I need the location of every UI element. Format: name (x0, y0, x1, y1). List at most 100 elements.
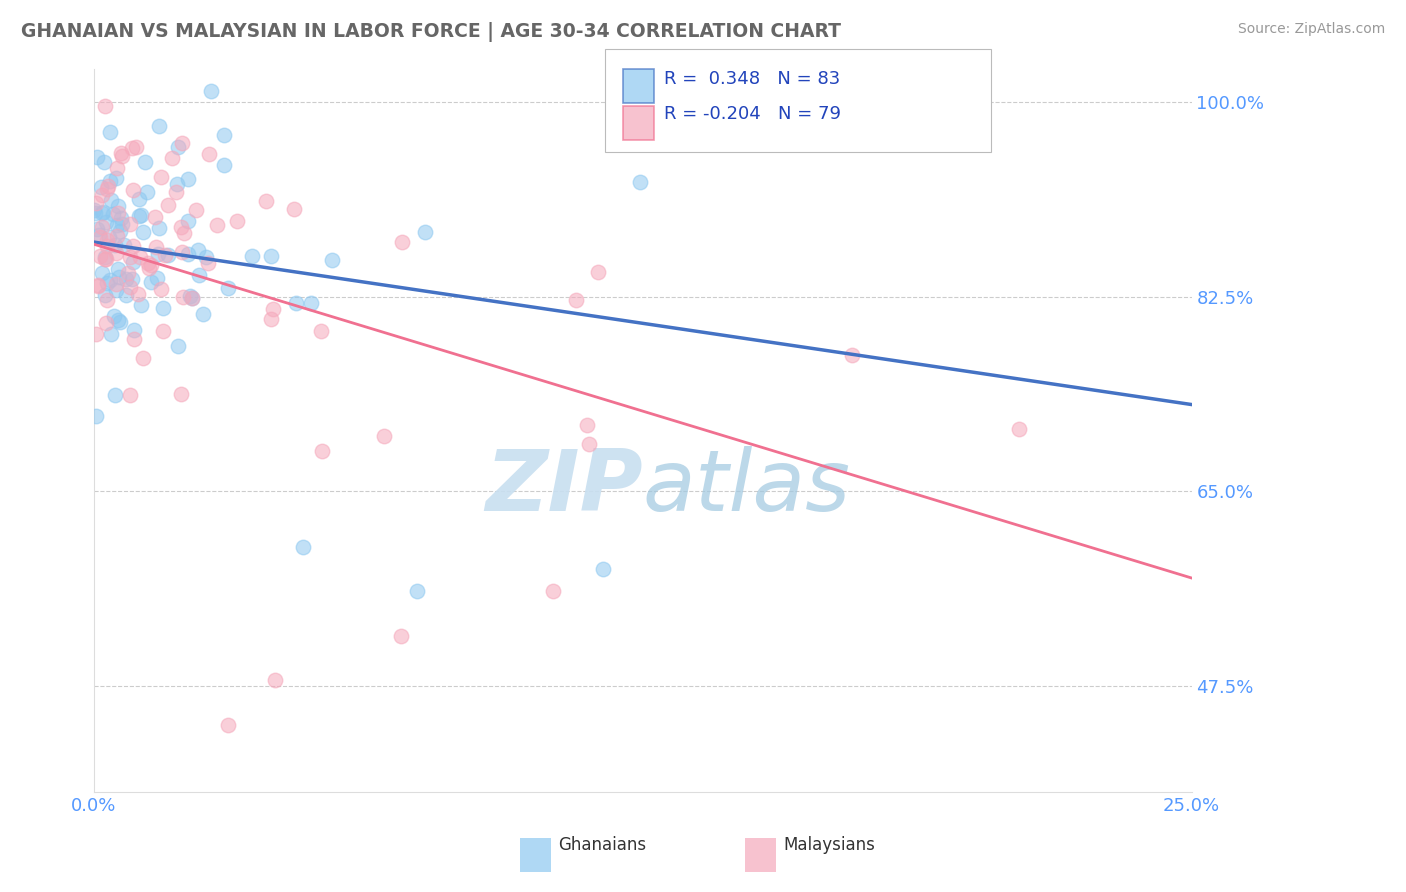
Point (91, 219, 114, 234)
Point (110, 146, 132, 161)
Point (541, 584, 564, 599)
Point (108, 224, 131, 238)
Point (100, 326, 122, 341)
Point (91, 206, 114, 220)
Point (262, 301, 284, 316)
Text: Ghanaians: Ghanaians (558, 836, 647, 854)
Point (96, 233, 118, 247)
Point (128, 192, 150, 206)
Point (145, 240, 167, 254)
Point (122, 332, 145, 346)
Point (111, 149, 134, 163)
Point (117, 266, 139, 280)
Point (406, 584, 429, 599)
Point (172, 290, 194, 304)
Text: Source: ZipAtlas.com: Source: ZipAtlas.com (1237, 22, 1385, 37)
Point (125, 140, 148, 154)
Point (165, 186, 187, 200)
Point (841, 348, 863, 362)
Point (671, 84, 693, 98)
Point (90, 179, 112, 194)
Point (309, 324, 332, 338)
Point (86, 195, 108, 210)
Point (148, 120, 170, 134)
Point (170, 245, 193, 260)
Point (105, 170, 128, 185)
Point (94, 99, 117, 113)
Point (150, 169, 173, 184)
Point (217, 718, 239, 732)
Point (191, 307, 214, 321)
Point (146, 247, 169, 261)
Point (94, 288, 117, 302)
Point (110, 211, 132, 226)
Point (112, 238, 135, 252)
Point (260, 312, 283, 326)
Point (389, 629, 412, 643)
Point (136, 256, 159, 270)
Point (179, 289, 201, 303)
Point (107, 313, 129, 327)
Point (105, 229, 128, 244)
Point (187, 243, 209, 257)
Point (107, 269, 129, 284)
Point (94, 215, 117, 229)
Point (170, 220, 193, 235)
Point (592, 562, 614, 576)
Point (197, 256, 219, 270)
Point (104, 283, 127, 297)
Point (100, 194, 122, 208)
Point (104, 388, 127, 402)
Point (104, 237, 127, 252)
Point (311, 443, 333, 458)
Point (628, 175, 651, 189)
Text: R = -0.204   N = 79: R = -0.204 N = 79 (664, 105, 841, 123)
Point (107, 206, 129, 220)
Point (391, 235, 413, 250)
Point (136, 185, 159, 199)
Point (114, 272, 136, 286)
Point (373, 428, 395, 442)
Point (93, 155, 115, 169)
Point (264, 673, 287, 688)
Point (160, 151, 183, 165)
Point (98, 273, 121, 287)
Point (578, 437, 600, 451)
Point (180, 291, 202, 305)
Point (145, 271, 167, 285)
Point (98, 174, 121, 188)
Point (97, 179, 120, 194)
Point (177, 171, 200, 186)
Point (565, 293, 588, 308)
Point (89, 230, 111, 244)
Point (292, 540, 315, 554)
Point (205, 218, 228, 232)
Text: Malaysians: Malaysians (783, 836, 875, 854)
Point (83, 202, 105, 217)
Point (122, 183, 145, 197)
Point (84, 326, 107, 341)
Point (120, 387, 142, 401)
Point (131, 298, 153, 312)
Point (91, 204, 114, 219)
Point (143, 211, 166, 225)
Point (150, 282, 173, 296)
Point (87, 277, 110, 292)
Point (152, 301, 174, 315)
Point (118, 280, 141, 294)
Point (105, 161, 128, 175)
Point (129, 209, 152, 223)
Point (98, 125, 121, 139)
Point (254, 194, 277, 208)
Point (86, 150, 108, 164)
Point (139, 275, 162, 289)
Point (96, 293, 118, 307)
Point (89, 249, 111, 263)
Point (188, 268, 211, 283)
Point (167, 339, 190, 353)
Point (101, 207, 124, 221)
Point (111, 218, 134, 232)
Point (108, 315, 131, 329)
Point (87, 228, 110, 243)
Point (104, 277, 127, 291)
